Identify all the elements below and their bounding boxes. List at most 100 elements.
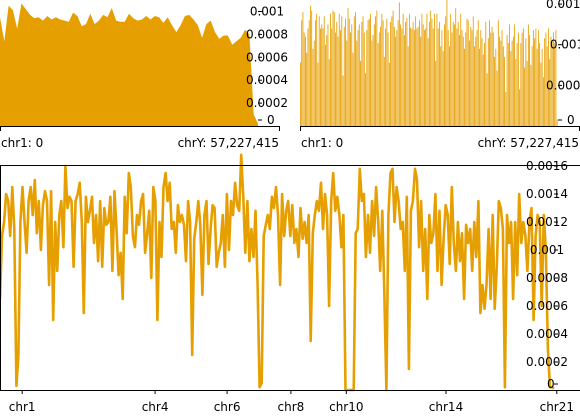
bar: [456, 28, 458, 126]
bar: [556, 119, 558, 126]
bar: [461, 30, 463, 127]
bar: [472, 16, 474, 126]
bar: [388, 62, 390, 126]
bar: [552, 32, 554, 126]
bar: [318, 16, 320, 126]
bar: [321, 24, 323, 126]
bottom-line-chart: 0.0016 0.0014 0.0012 0.001 0.0008 0.0006 0.000…: [0, 153, 580, 414]
bar: [420, 36, 422, 126]
bar: [335, 32, 336, 126]
bar: [398, 2, 400, 126]
bar: [391, 16, 393, 126]
bar: [363, 32, 365, 126]
bar: [467, 20, 469, 126]
y-tick-label: 0.0006: [246, 50, 288, 64]
y-tick-label: 0.0016: [526, 159, 568, 173]
bar: [546, 46, 548, 126]
bar: [367, 20, 369, 126]
bar: [475, 36, 477, 126]
x-tick-label: chr8: [278, 400, 305, 414]
y-tick-label: 0: [267, 113, 275, 127]
x-tick-label: chr10: [329, 400, 363, 414]
bar: [450, 13, 452, 126]
y-tick-label: 0.0004: [246, 73, 288, 87]
bar: [356, 40, 358, 126]
bar: [401, 28, 403, 126]
bar: [366, 30, 368, 127]
bar: [421, 13, 423, 126]
bar: [430, 10, 432, 127]
bar: [303, 32, 305, 126]
bar: [406, 17, 408, 126]
bar: [429, 21, 430, 126]
bar: [368, 18, 370, 127]
bar: [494, 56, 495, 126]
bar: [330, 13, 331, 126]
bar: [341, 16, 343, 126]
bar: [351, 24, 353, 126]
bar: [365, 73, 366, 126]
top-right-bar-chart: chr1: 0 chrY: 57,227,415 0.0015 0.001 0.00…: [300, 0, 580, 150]
bar: [378, 32, 380, 126]
y-tick-label: 0: [547, 377, 555, 391]
bar: [532, 30, 534, 127]
bar: [486, 73, 488, 126]
bar: [490, 32, 492, 126]
x-range-end-label: chrY: 57,227,415: [478, 136, 579, 150]
top-left-area-chart: chr1: 0 chrY: 57,227,415 0.0002 0.0004 0.0…: [0, 3, 288, 150]
bar: [521, 32, 523, 126]
bar: [481, 38, 483, 127]
x-tick-label: chr14: [429, 400, 463, 414]
bar: [411, 28, 413, 126]
bar: [441, 30, 443, 127]
bar: [397, 20, 399, 126]
bar: [551, 40, 553, 126]
bar: [407, 46, 409, 126]
y-tick-label: 0.0002: [246, 96, 288, 110]
bar: [360, 61, 361, 126]
bar: [464, 48, 465, 126]
x-tick-label: chr4: [142, 400, 169, 414]
bar: [311, 10, 313, 127]
bar: [317, 62, 319, 126]
y-tick-label: 0.0005: [546, 78, 580, 92]
bar: [340, 30, 341, 127]
bar: [504, 56, 505, 126]
bar: [487, 38, 489, 127]
bar: [524, 67, 526, 126]
bar: [455, 8, 457, 127]
bar: [541, 48, 543, 126]
bar: [489, 20, 490, 126]
bar: [355, 12, 356, 127]
bar: [454, 24, 455, 126]
bar: [426, 13, 428, 126]
bar: [497, 20, 499, 126]
bar: [434, 13, 435, 126]
bar: [312, 48, 314, 126]
bar: [446, 0, 448, 126]
bar: [313, 40, 315, 126]
bar: [542, 77, 544, 126]
bar: [529, 35, 531, 126]
bar: [506, 35, 508, 126]
bar: [320, 28, 321, 126]
bar: [525, 38, 527, 127]
bar: [512, 36, 514, 126]
bar: [482, 54, 484, 126]
bar: [517, 32, 519, 126]
bar: [465, 32, 467, 126]
bar: [353, 16, 355, 126]
bar: [471, 30, 473, 127]
y-tick-label: 0.0004: [526, 327, 568, 341]
bar: [534, 38, 536, 127]
bar: [305, 36, 306, 126]
bar: [462, 36, 464, 126]
bar: [385, 28, 387, 126]
bar: [410, 27, 412, 127]
bar: [531, 46, 533, 126]
bar: [336, 21, 338, 126]
bar: [432, 28, 434, 126]
bar: [445, 16, 447, 126]
bar: [306, 52, 308, 126]
